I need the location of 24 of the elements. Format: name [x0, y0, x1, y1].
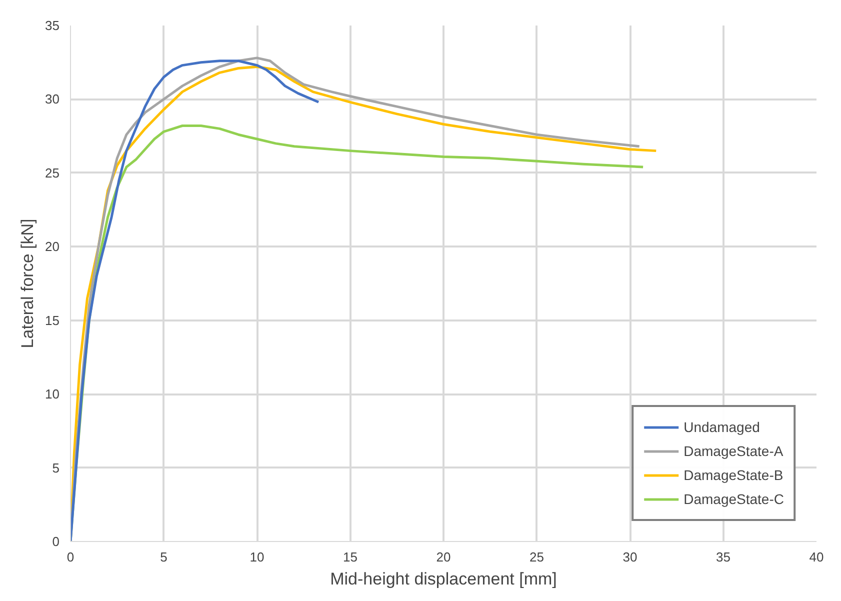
- legend-label: Undamaged: [684, 419, 760, 435]
- x-tick-label: 15: [343, 550, 358, 564]
- x-tick-label: 35: [716, 550, 730, 564]
- legend-label: DamageState-B: [684, 467, 784, 483]
- x-tick-label: 20: [436, 550, 451, 564]
- x-axis-title: Mid-height displacement [mm]: [330, 570, 557, 588]
- y-tick-label: 15: [45, 312, 60, 328]
- y-tick-label: 25: [45, 165, 60, 180]
- y-tick-label: 10: [45, 386, 60, 402]
- legend-label: DamageState-C: [684, 491, 784, 507]
- y-axis-title: Lateral force [kN]: [18, 218, 38, 348]
- y-tick-label: 35: [45, 18, 60, 33]
- y-tick-label: 5: [52, 460, 60, 476]
- x-tick-label: 5: [160, 550, 168, 564]
- line-series: [70, 60, 320, 542]
- legend-label: DamageState-A: [684, 443, 784, 459]
- y-tick-label: 0: [52, 534, 60, 549]
- x-tick-label: 30: [622, 550, 638, 564]
- x-tick-label: 10: [250, 550, 264, 564]
- y-tick-label: 30: [45, 92, 60, 107]
- y-tick-label: 20: [45, 239, 60, 254]
- x-tick-label: 25: [530, 550, 544, 564]
- x-tick-label: 0: [66, 550, 74, 564]
- x-tick-label: 40: [809, 550, 824, 564]
